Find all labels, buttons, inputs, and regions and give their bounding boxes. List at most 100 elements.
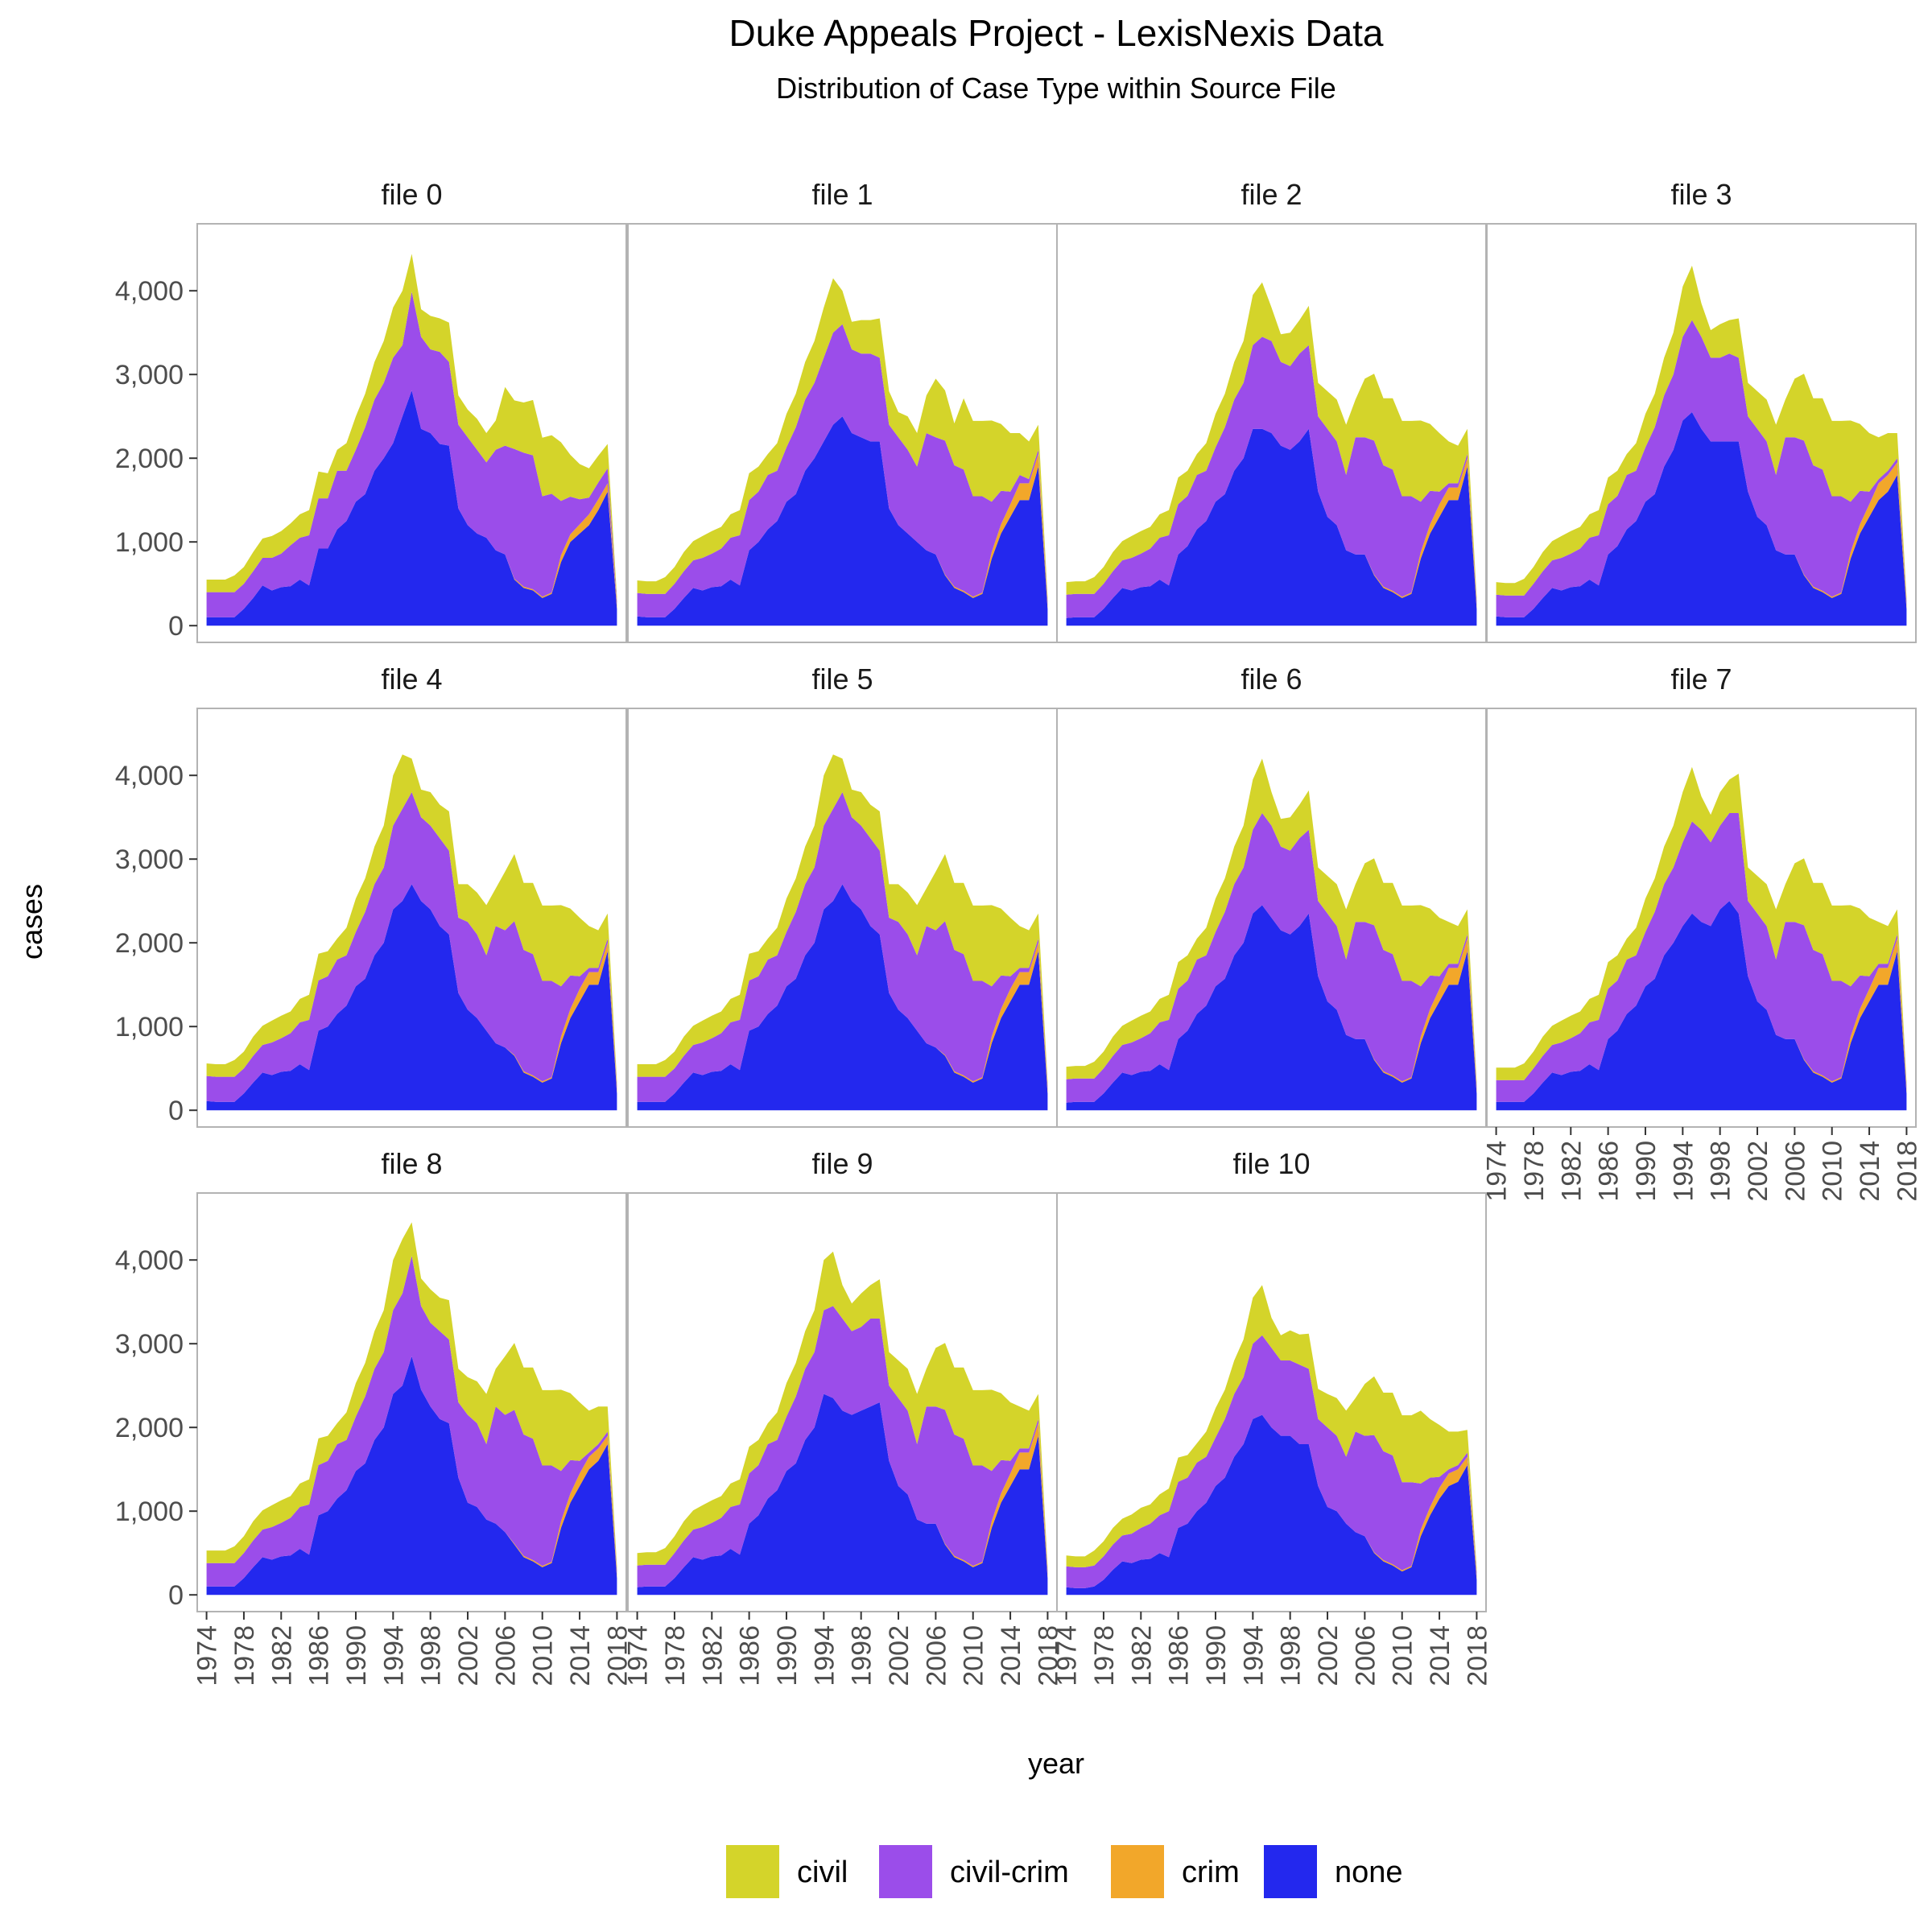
panels: file 0 0 1,000 2,000 3,000 4,000 file 1 file 2 f… bbox=[115, 178, 1923, 1686]
y-tick-label: 3,000 bbox=[115, 1329, 184, 1360]
x-tick-label: 2018 bbox=[602, 1625, 633, 1686]
x-tick-label: 1998 bbox=[1706, 1141, 1736, 1202]
panel-strip-label: file 1 bbox=[811, 178, 873, 211]
legend-swatch-civil bbox=[726, 1845, 779, 1898]
x-tick-label: 1982 bbox=[1126, 1625, 1157, 1686]
x-tick-label: 1998 bbox=[847, 1625, 877, 1686]
x-tick-label: 2010 bbox=[959, 1625, 989, 1686]
y-tick-label: 2,000 bbox=[115, 444, 184, 474]
x-tick-label: 1974 bbox=[623, 1625, 654, 1686]
area-none bbox=[206, 390, 617, 626]
panel-5: file 5 bbox=[627, 663, 1058, 1128]
panel-strip-label: file 5 bbox=[811, 663, 873, 696]
x-tick-label: 1978 bbox=[229, 1625, 260, 1686]
area-civil bbox=[206, 254, 617, 601]
chart-subtitle: Distribution of Case Type within Source … bbox=[776, 72, 1336, 105]
legend-label-civil-crim: civil-crim bbox=[950, 1856, 1069, 1889]
panel-4: file 4 0 1,000 2,000 3,000 4,000 bbox=[115, 663, 627, 1128]
panel-border bbox=[196, 708, 627, 1128]
area-none bbox=[637, 1393, 1048, 1596]
y-tick-label: 1,000 bbox=[115, 527, 184, 558]
x-tick-label: 1994 bbox=[378, 1625, 409, 1686]
x-tick-label: 2006 bbox=[1780, 1141, 1810, 1202]
area-none bbox=[1066, 428, 1477, 626]
panel-1: file 1 bbox=[627, 178, 1058, 643]
x-tick-label: 1986 bbox=[735, 1625, 766, 1686]
x-tick-label: 2010 bbox=[1818, 1141, 1848, 1202]
area-none bbox=[637, 884, 1048, 1111]
x-tick-label: 2006 bbox=[921, 1625, 952, 1686]
x-tick-label: 2014 bbox=[565, 1625, 596, 1686]
x-tick-label: 2002 bbox=[453, 1625, 484, 1686]
panel-strip-label: file 10 bbox=[1232, 1147, 1310, 1180]
x-tick-label: 2002 bbox=[884, 1625, 914, 1686]
y-tick-label: 4,000 bbox=[115, 761, 184, 791]
x-tick-label: 2006 bbox=[1350, 1625, 1381, 1686]
area-civil-crim bbox=[1066, 336, 1477, 618]
panel-strip-label: file 8 bbox=[381, 1147, 442, 1180]
x-tick-label: 1990 bbox=[1631, 1141, 1662, 1202]
panel-strip-label: file 3 bbox=[1670, 178, 1732, 211]
x-tick-label: 2010 bbox=[528, 1625, 559, 1686]
legend-swatch-civil-crim bbox=[879, 1845, 932, 1898]
x-tick-label: 1990 bbox=[1201, 1625, 1232, 1686]
x-tick-label: 1974 bbox=[192, 1625, 223, 1686]
area-civil bbox=[637, 754, 1048, 1086]
x-tick-label: 1974 bbox=[1482, 1141, 1513, 1202]
area-civil-crim bbox=[1066, 1335, 1477, 1588]
x-tick-label: 1978 bbox=[660, 1625, 691, 1686]
x-tick-label: 1982 bbox=[266, 1625, 297, 1686]
chart-title: Duke Appeals Project - LexisNexis Data bbox=[729, 12, 1383, 54]
x-tick-label: 2010 bbox=[1388, 1625, 1418, 1686]
panel-6: file 6 bbox=[1056, 663, 1487, 1128]
area-civil bbox=[206, 1222, 617, 1571]
area-none bbox=[1066, 1414, 1477, 1596]
area-none bbox=[637, 416, 1048, 626]
x-tick-label: 1986 bbox=[1594, 1141, 1624, 1202]
area-civil bbox=[206, 754, 617, 1086]
x-tick-label: 2018 bbox=[1462, 1625, 1492, 1686]
area-civil-crim bbox=[1066, 813, 1477, 1103]
y-tick-label: 2,000 bbox=[115, 928, 184, 959]
area-none bbox=[206, 1356, 617, 1596]
y-tick-label: 1,000 bbox=[115, 1012, 184, 1042]
x-tick-label: 2018 bbox=[1892, 1141, 1922, 1202]
area-civil-crim bbox=[1496, 320, 1907, 617]
panel-strip-label: file 7 bbox=[1670, 663, 1732, 696]
y-tick-label: 2,000 bbox=[115, 1413, 184, 1443]
area-civil-crim bbox=[1496, 813, 1907, 1102]
legend-label-none: none bbox=[1335, 1856, 1403, 1889]
legend-swatch-crim bbox=[1111, 1845, 1164, 1898]
x-tick-label: 1990 bbox=[341, 1625, 372, 1686]
x-tick-label: 1994 bbox=[1238, 1625, 1269, 1686]
legend: civil civil-crim crim none bbox=[726, 1845, 1403, 1898]
panel-border bbox=[1486, 708, 1917, 1128]
x-tick-label: 1978 bbox=[1519, 1141, 1550, 1202]
area-civil bbox=[1066, 1285, 1477, 1573]
y-tick-label: 4,000 bbox=[115, 1245, 184, 1276]
x-tick-label: 2014 bbox=[1855, 1141, 1885, 1202]
y-tick-label: 1,000 bbox=[115, 1496, 184, 1527]
x-tick-label: 1990 bbox=[772, 1625, 803, 1686]
panel-0: file 0 0 1,000 2,000 3,000 4,000 bbox=[115, 178, 627, 643]
area-civil-crim bbox=[206, 291, 617, 617]
panel-2: file 2 bbox=[1056, 178, 1487, 643]
x-tick-label: 2002 bbox=[1313, 1625, 1344, 1686]
area-civil bbox=[1066, 282, 1477, 601]
x-tick-label: 1982 bbox=[697, 1625, 728, 1686]
x-tick-label: 2014 bbox=[996, 1625, 1026, 1686]
area-none bbox=[206, 884, 617, 1111]
area-civil bbox=[1066, 758, 1477, 1086]
area-none bbox=[1066, 905, 1477, 1111]
panel-strip-label: file 4 bbox=[381, 663, 442, 696]
legend-label-crim: crim bbox=[1182, 1856, 1240, 1889]
area-none bbox=[1496, 412, 1907, 626]
panel-border bbox=[1486, 223, 1917, 643]
panel-border bbox=[196, 223, 627, 643]
area-civil-crim bbox=[637, 1306, 1048, 1587]
area-civil-crim bbox=[637, 792, 1048, 1102]
y-axis-title: cases bbox=[15, 884, 48, 960]
y-tick-label: 3,000 bbox=[115, 844, 184, 875]
